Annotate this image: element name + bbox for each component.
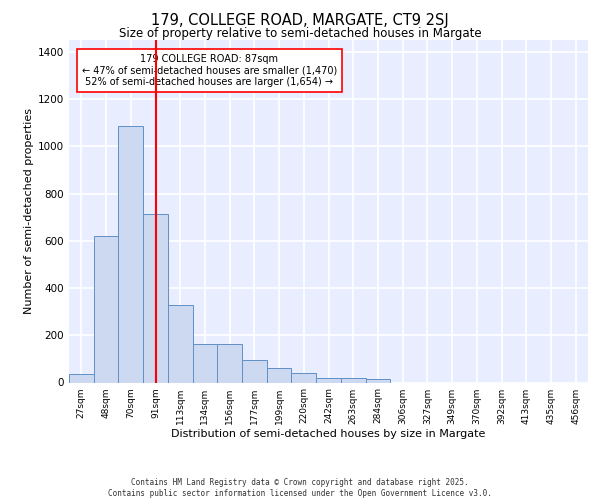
Text: 179 COLLEGE ROAD: 87sqm
← 47% of semi-detached houses are smaller (1,470)
52% of: 179 COLLEGE ROAD: 87sqm ← 47% of semi-de… [82, 54, 337, 87]
Bar [341, 378, 365, 382]
Y-axis label: Number of semi-detached properties: Number of semi-detached properties [24, 108, 34, 314]
Bar [193, 344, 217, 382]
Bar [365, 379, 390, 382]
Bar [143, 214, 168, 382]
Bar [69, 374, 94, 382]
Text: Contains HM Land Registry data © Crown copyright and database right 2025.
Contai: Contains HM Land Registry data © Crown c… [108, 478, 492, 498]
Text: 179, COLLEGE ROAD, MARGATE, CT9 2SJ: 179, COLLEGE ROAD, MARGATE, CT9 2SJ [151, 12, 449, 28]
Bar [267, 368, 292, 382]
Bar [94, 236, 118, 382]
Bar [118, 126, 143, 382]
Bar [316, 378, 341, 382]
X-axis label: Distribution of semi-detached houses by size in Margate: Distribution of semi-detached houses by … [172, 430, 485, 440]
Bar [242, 360, 267, 382]
Text: Size of property relative to semi-detached houses in Margate: Size of property relative to semi-detach… [119, 28, 481, 40]
Bar [292, 373, 316, 382]
Bar [168, 304, 193, 382]
Bar [217, 344, 242, 382]
